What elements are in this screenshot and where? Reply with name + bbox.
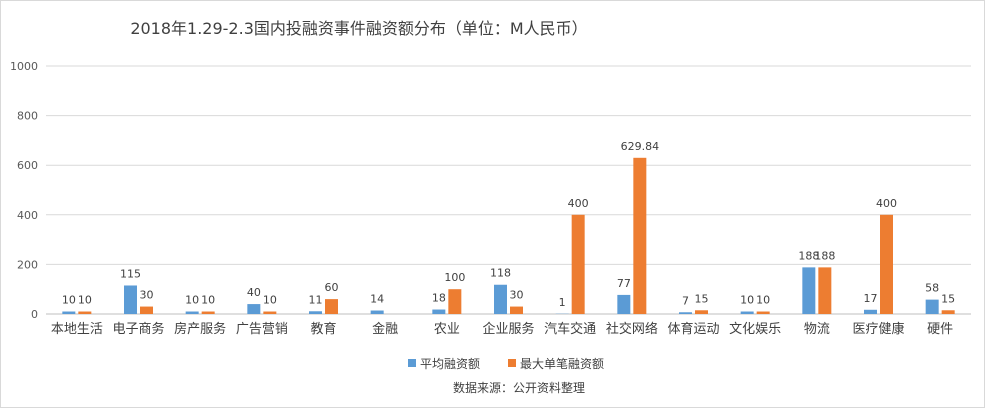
data-label: 30 [140,289,154,302]
bar [247,304,261,314]
grid-layer [46,65,971,315]
bar [941,310,955,314]
data-label: 400 [876,197,897,210]
data-label: 115 [120,267,141,280]
data-label: 10 [185,294,199,307]
bar [494,284,507,314]
data-label: 11 [309,293,323,306]
bar [370,310,384,314]
bar [695,310,708,314]
data-label: 10 [263,294,277,307]
bar [448,289,462,314]
data-label: 10 [201,294,215,307]
bar [325,299,338,314]
bar [185,311,199,314]
category-label: 医疗健康 [852,321,904,337]
data-label: 118 [490,267,511,280]
data-label: 10 [740,294,754,307]
bar [880,214,893,314]
data-label: 58 [925,282,939,295]
bar [309,311,322,314]
category-label: 体育运动 [667,321,719,337]
y-axis: 0 200 400 600 800 1000 [10,60,38,321]
data-label: 77 [617,277,631,290]
category-label: 房产服务 [174,321,226,337]
bar [756,311,770,314]
legend-swatch [508,359,516,367]
bar [124,285,137,314]
data-label: 10 [756,294,770,307]
category-label: 企业服务 [482,321,534,337]
legend-swatch [408,359,416,367]
bar [679,312,692,314]
bar [571,214,585,314]
category-label: 金融 [372,321,398,337]
bars-layer [62,157,955,314]
data-label: 629.84 [621,140,660,153]
bar [201,311,215,314]
category-label: 物流 [804,322,830,337]
category-label: 教育 [310,321,336,337]
data-label: 188 [798,249,819,262]
bar [740,311,754,314]
y-tick-label: 0 [31,308,38,321]
bar [633,157,647,314]
data-label: 10 [62,294,76,307]
bar [617,294,631,314]
category-label: 汽车交通 [544,321,596,337]
bar [62,311,76,314]
legend: 平均融资额 最大单笔融资额 [408,356,604,371]
category-label: 硬件 [927,322,953,337]
legend-label: 最大单笔融资额 [520,356,604,371]
data-label: 15 [695,292,709,305]
y-tick-label: 400 [17,209,38,222]
data-label: 400 [568,197,589,210]
category-label: 电子商务 [112,321,164,337]
category-label: 农业 [434,322,460,337]
bar [263,311,277,314]
bar [140,306,153,314]
data-label: 7 [682,294,689,307]
category-label: 社交网络 [606,321,658,337]
data-label: 10 [78,294,92,307]
legend-label: 平均融资额 [420,357,480,371]
chart-title: 2018年1.29-2.3国内投融资事件融资额分布（单位：M人民币） [130,19,587,38]
category-label: 本地生活 [51,322,103,337]
bar [510,306,523,314]
x-axis: 本地生活 电子商务 房产服务 广告营销 教育 金融 农业 企业服务 汽车交通 社交网络 体育运动 文化… [51,321,953,337]
source-note: 数据来源：公开资料整理 [453,380,585,395]
bar [802,267,816,314]
y-tick-label: 200 [17,258,38,271]
y-tick-label: 1000 [10,60,38,73]
data-label: 60 [325,281,339,294]
bar [925,299,939,314]
bar [818,267,832,314]
data-label: 1 [559,296,566,309]
data-label: 40 [247,286,261,299]
bar [432,309,446,314]
y-tick-label: 600 [17,159,38,172]
data-label: 17 [864,292,878,305]
bar [864,309,877,314]
bar [78,311,92,314]
category-label: 文化娱乐 [729,322,781,337]
data-label: 188 [814,249,835,262]
data-label: 100 [444,271,465,284]
category-label: 广告营销 [236,322,288,337]
data-label: 14 [370,293,384,306]
data-label: 30 [510,289,524,302]
y-tick-label: 800 [17,110,38,123]
data-label: 18 [432,292,446,305]
data-label: 15 [941,292,955,305]
